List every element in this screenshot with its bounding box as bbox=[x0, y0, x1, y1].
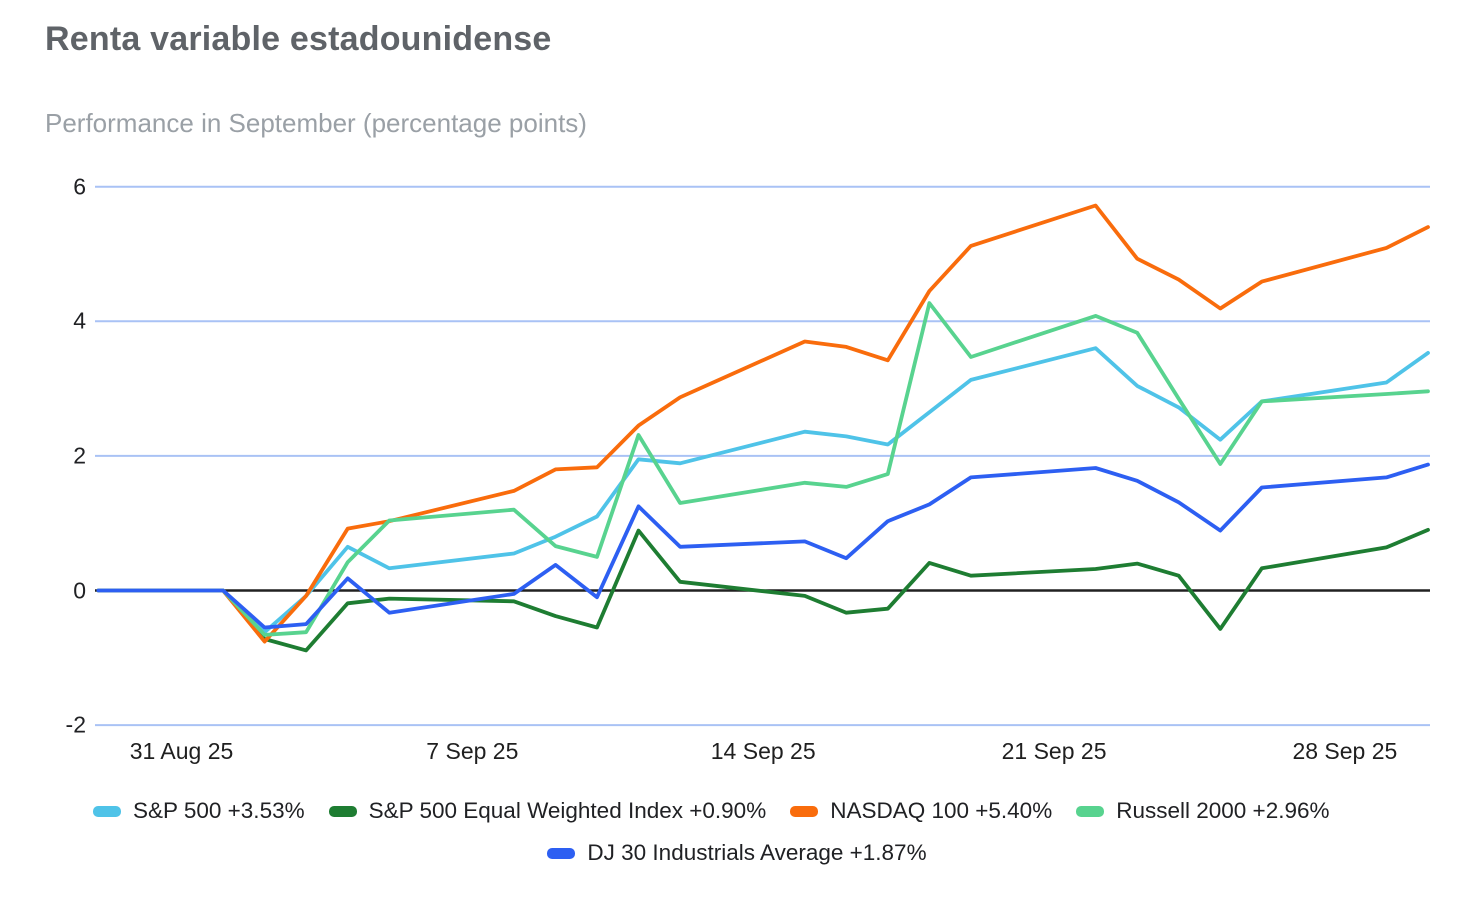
legend-swatch-icon bbox=[328, 805, 357, 817]
y-tick-label-0: 0 bbox=[73, 577, 86, 603]
legend-item-dj-30-industrials-average[interactable]: DJ 30 Industrials Average +1.87% bbox=[547, 840, 927, 866]
legend-label: DJ 30 Industrials Average +1.87% bbox=[587, 840, 927, 865]
legend-item-nasdaq-100[interactable]: NASDAQ 100 +5.40% bbox=[790, 798, 1052, 824]
legend-swatch-icon bbox=[93, 805, 121, 817]
x-tick-label-21-sep-25: 21 Sep 25 bbox=[1001, 738, 1107, 764]
legend-swatch-icon bbox=[1076, 805, 1105, 817]
y-tick-label-2: 2 bbox=[73, 442, 86, 469]
x-tick-label-28-sep-25: 28 Sep 25 bbox=[1292, 738, 1398, 764]
legend-label: S&P 500 Equal Weighted Index +0.90% bbox=[368, 798, 767, 823]
legend-label: Russell 2000 +2.96% bbox=[1116, 798, 1330, 823]
series-line-2 bbox=[96, 203, 1430, 644]
legend-item-s-p-500-equal-weighted-index[interactable]: S&P 500 Equal Weighted Index +0.90% bbox=[328, 798, 767, 824]
legend-item-s-p-500[interactable]: S&P 500 +3.53% bbox=[93, 798, 305, 824]
y-tick-label-4: 4 bbox=[73, 307, 86, 334]
legend-label: NASDAQ 100 +5.40% bbox=[830, 798, 1053, 823]
legend-swatch-icon bbox=[547, 847, 576, 859]
x-tick-label-7-sep-25: 7 Sep 25 bbox=[426, 738, 519, 764]
series-line-4 bbox=[96, 462, 1430, 630]
legend-label: S&P 500 +3.53% bbox=[133, 798, 305, 823]
chart-legend-row-1: S&P 500 +3.53% S&P 500 Equal Weighted Ind… bbox=[0, 798, 1474, 824]
series-line-3 bbox=[96, 301, 1430, 637]
y-tick-label--2: -2 bbox=[65, 711, 86, 738]
x-tick-label-14-sep-25: 14 Sep 25 bbox=[710, 738, 816, 764]
series-line-1 bbox=[96, 528, 1430, 653]
chart-legend-row-2: DJ 30 Industrials Average +1.87% bbox=[0, 840, 1474, 866]
chart-subtitle: Performance in September (percentage poi… bbox=[45, 108, 587, 138]
y-tick-label-6: 6 bbox=[73, 173, 86, 200]
legend-item-russell-2000[interactable]: Russell 2000 +2.96% bbox=[1076, 798, 1330, 824]
page-title: Renta variable estadounidense bbox=[45, 20, 552, 58]
x-tick-label-31-aug-25: 31 Aug 25 bbox=[129, 738, 234, 764]
legend-swatch-icon bbox=[790, 805, 819, 817]
